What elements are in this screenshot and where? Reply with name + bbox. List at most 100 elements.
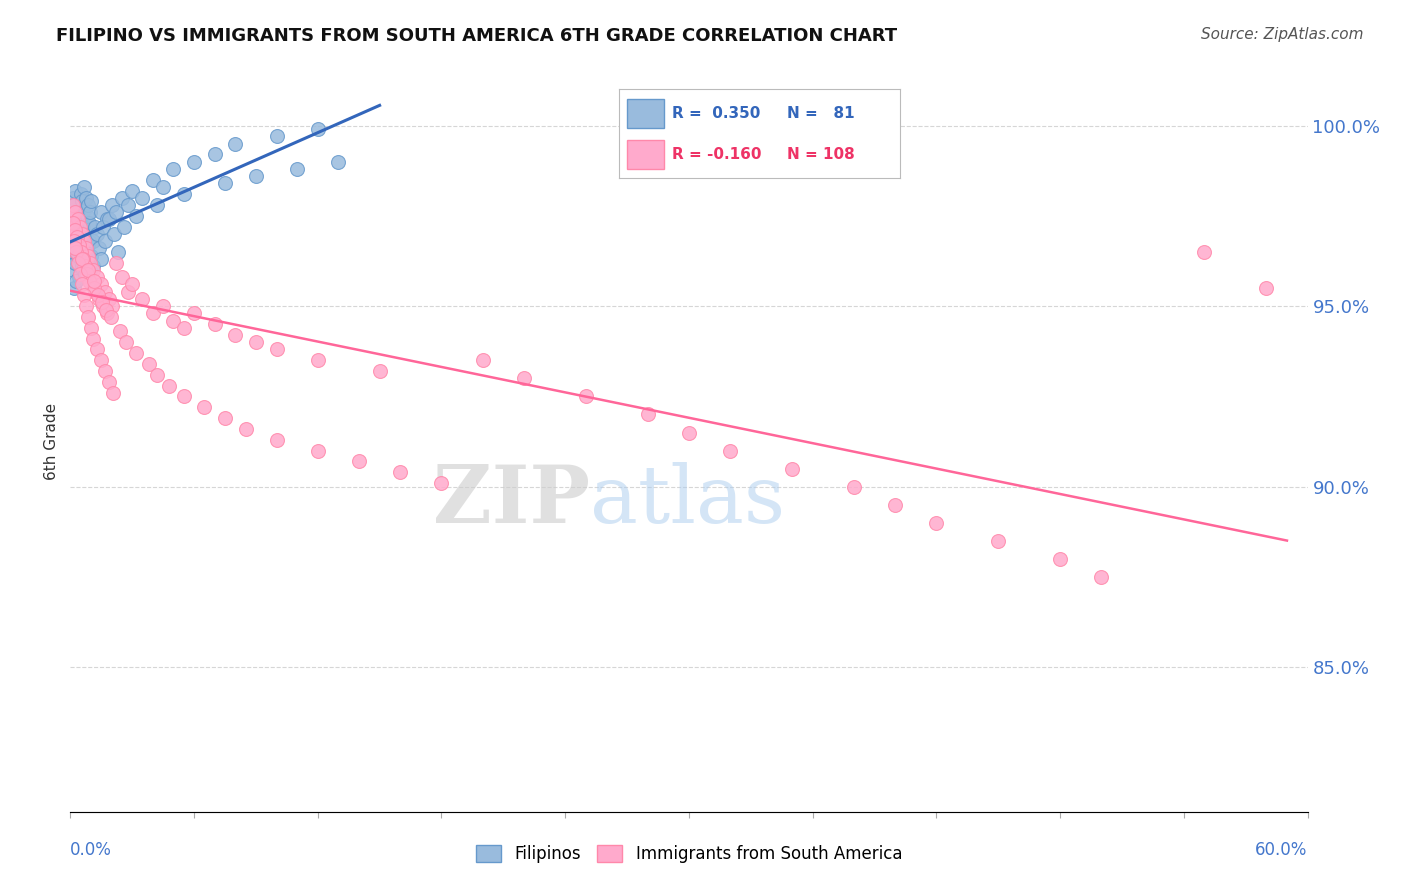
- Point: [70, 194, 93, 209]
- Point: [842, 480, 865, 494]
- Point: [67, 256, 90, 270]
- Point: [104, 205, 127, 219]
- Point: [66, 248, 89, 262]
- Text: R =  0.350: R = 0.350: [672, 106, 761, 120]
- Point: [1049, 552, 1071, 566]
- Point: [204, 317, 226, 331]
- Point: [62, 216, 84, 230]
- Point: [157, 378, 180, 392]
- Point: [173, 320, 195, 334]
- Point: [69, 267, 91, 281]
- Point: [266, 129, 288, 144]
- Point: [76, 198, 98, 212]
- Point: [63, 281, 86, 295]
- Point: [65, 205, 87, 219]
- Point: [70, 260, 93, 274]
- Point: [214, 177, 236, 191]
- Point: [65, 241, 87, 255]
- Point: [368, 364, 391, 378]
- Point: [91, 219, 114, 234]
- Point: [75, 260, 97, 274]
- Point: [67, 223, 90, 237]
- Point: [72, 227, 94, 241]
- Point: [67, 237, 90, 252]
- Point: [75, 299, 97, 313]
- Point: [69, 241, 91, 255]
- Point: [72, 248, 94, 262]
- Point: [100, 198, 122, 212]
- Point: [72, 219, 94, 234]
- Point: [245, 169, 267, 183]
- Point: [66, 230, 89, 244]
- Point: [79, 320, 101, 334]
- Point: [75, 191, 97, 205]
- Text: 0.0%: 0.0%: [70, 840, 112, 859]
- Point: [77, 216, 100, 230]
- Point: [82, 260, 104, 274]
- Point: [96, 306, 118, 320]
- Point: [82, 332, 104, 346]
- Point: [63, 234, 86, 248]
- Point: [77, 310, 100, 324]
- Point: [987, 533, 1010, 548]
- Point: [75, 256, 97, 270]
- Point: [76, 209, 98, 223]
- Point: [389, 465, 412, 479]
- Point: [884, 498, 907, 512]
- Bar: [627, 140, 664, 169]
- Point: [1090, 570, 1112, 584]
- Point: [83, 281, 105, 295]
- Point: [214, 411, 236, 425]
- Point: [90, 277, 112, 292]
- Point: [108, 325, 131, 339]
- Point: [146, 198, 169, 212]
- Point: [67, 248, 90, 262]
- Point: [94, 234, 117, 248]
- Point: [94, 364, 117, 378]
- Text: N =   81: N = 81: [787, 106, 855, 120]
- Point: [66, 230, 89, 244]
- Point: [117, 285, 139, 299]
- Point: [513, 371, 536, 385]
- Text: atlas: atlas: [591, 462, 785, 540]
- Point: [96, 212, 118, 227]
- Point: [96, 302, 118, 317]
- Point: [83, 274, 105, 288]
- Point: [121, 184, 143, 198]
- Point: [100, 299, 122, 313]
- Point: [75, 241, 97, 255]
- Point: [87, 288, 110, 302]
- Point: [224, 328, 246, 343]
- Point: [65, 274, 87, 288]
- Point: [63, 252, 86, 267]
- Point: [266, 343, 288, 357]
- Point: [80, 248, 103, 262]
- Point: [72, 277, 94, 292]
- Point: [125, 346, 148, 360]
- Point: [152, 180, 174, 194]
- Point: [63, 234, 86, 248]
- Point: [152, 299, 174, 313]
- Point: [73, 234, 96, 248]
- Point: [89, 241, 111, 255]
- Point: [107, 244, 129, 259]
- Point: [65, 227, 87, 241]
- Text: Source: ZipAtlas.com: Source: ZipAtlas.com: [1201, 27, 1364, 42]
- Point: [193, 401, 215, 415]
- Point: [183, 154, 205, 169]
- Point: [245, 335, 267, 350]
- Point: [65, 216, 87, 230]
- Point: [224, 136, 246, 151]
- Point: [73, 267, 96, 281]
- Point: [67, 234, 90, 248]
- Point: [471, 353, 494, 368]
- Point: [204, 147, 226, 161]
- Point: [76, 263, 98, 277]
- Point: [780, 461, 803, 475]
- Point: [307, 443, 329, 458]
- Point: [131, 191, 153, 205]
- Point: [70, 237, 93, 252]
- Point: [235, 422, 257, 436]
- Point: [73, 288, 96, 302]
- Point: [63, 223, 86, 237]
